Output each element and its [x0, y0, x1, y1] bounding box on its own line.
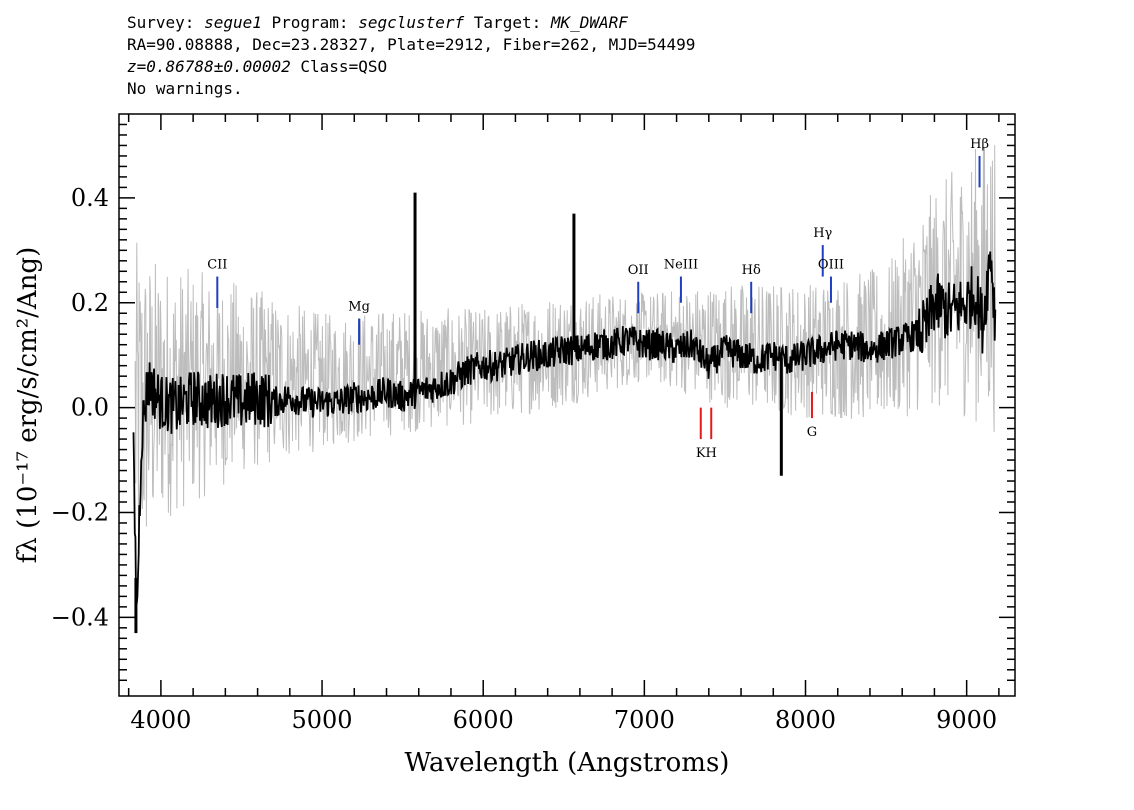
line-marker-label: K: [696, 446, 706, 461]
target-value: MK_DWARF: [550, 13, 628, 32]
survey-value: segue1: [204, 13, 262, 32]
tick-layer: 4000 5000 6000 7000 8000 9000 −0.4 −0.2 0.0 0.2 0.…: [51, 114, 1015, 734]
x-tick-label: 5000: [292, 706, 353, 734]
line-marker: Hδ: [742, 263, 761, 314]
line-marker-label: Hδ: [742, 263, 761, 278]
line-marker: OII: [628, 263, 649, 314]
y-tick-label: −0.2: [51, 498, 109, 526]
class-value: Class=QSO: [290, 57, 388, 76]
x-tick-label: 8000: [775, 706, 836, 734]
y-axis-label: fλ (10⁻¹⁷ erg/s/cm²/Ang): [13, 247, 43, 563]
line-marker: Hβ: [970, 137, 989, 188]
line-marker-label: Hβ: [970, 137, 989, 152]
plot-frame: [118, 113, 1016, 697]
line-marker-label: OII: [628, 263, 649, 278]
x-tick-label: 9000: [936, 706, 997, 734]
program-label: Program:: [261, 13, 359, 32]
header-warnings: No warnings.: [127, 79, 243, 98]
line-marker: Hγ: [813, 226, 833, 277]
line-marker-layer: CII Mg OII NeIII Hδ Hγ OIII Hβ K H G: [207, 137, 989, 461]
line-marker-label: G: [807, 425, 817, 440]
redshift-value: z=0.86788±0.00002: [127, 57, 291, 76]
line-marker-label: CII: [207, 258, 227, 273]
line-marker-label: Mg: [348, 299, 370, 314]
target-label: Target:: [464, 13, 551, 32]
line-marker: K: [696, 407, 706, 461]
x-tick-label: 7000: [614, 706, 675, 734]
line-marker-label: NeIII: [664, 258, 698, 273]
header-line-1: Survey: segue1 Program: segclusterf Targ…: [127, 12, 695, 34]
flux-line: [132, 251, 997, 606]
line-marker: NeIII: [664, 258, 698, 303]
y-tick-label: 0.2: [71, 289, 109, 317]
error-band-layer: [134, 145, 996, 527]
x-tick-label: 4000: [130, 706, 191, 734]
line-marker: Mg: [348, 299, 370, 345]
line-marker-label: H: [706, 446, 717, 461]
line-marker: G: [807, 391, 817, 440]
y-tick-label: −0.4: [51, 603, 109, 631]
flux-layer: [132, 192, 997, 634]
line-marker: H: [706, 407, 717, 461]
y-tick-label: 0.4: [71, 184, 109, 212]
spectrum-header: Survey: segue1 Program: segclusterf Targ…: [127, 12, 695, 100]
line-marker-label: OIII: [818, 258, 844, 273]
y-tick-label: 0.0: [71, 394, 109, 422]
program-value: segclusterf: [358, 13, 465, 32]
error-band: [134, 145, 996, 527]
header-line-2: RA=90.08888, Dec=23.28327, Plate=2912, F…: [127, 35, 696, 54]
header-line-3: z=0.86788±0.00002 Class=QSO: [127, 56, 695, 78]
x-axis-label: Wavelength (Angstroms): [405, 748, 730, 778]
survey-label: Survey:: [127, 13, 205, 32]
line-marker: OIII: [818, 258, 844, 303]
line-marker-label: Hγ: [813, 226, 832, 241]
x-tick-label: 6000: [453, 706, 514, 734]
line-marker: CII: [207, 258, 227, 308]
